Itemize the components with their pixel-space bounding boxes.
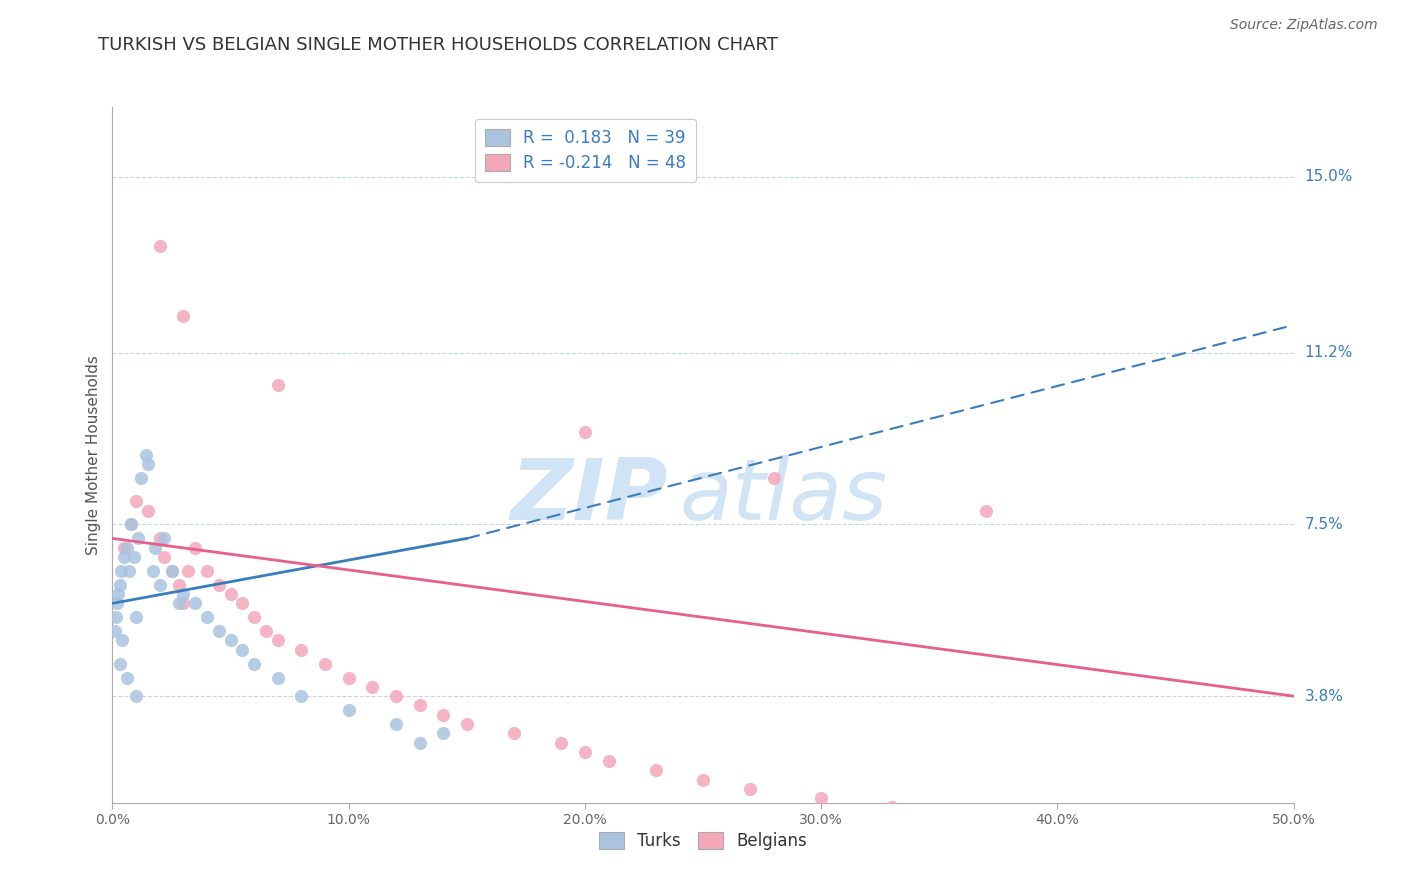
Point: [112, 541, 135, 555]
Point: [598, 754, 620, 768]
Point: [111, 633, 134, 648]
Point: [142, 564, 165, 578]
Point: [243, 610, 266, 624]
Point: [125, 689, 148, 703]
Text: 3.8%: 3.8%: [1305, 689, 1344, 704]
Point: [149, 532, 172, 546]
Point: [153, 549, 176, 564]
Point: [1258, 851, 1281, 865]
Point: [120, 517, 142, 532]
Text: 15.0%: 15.0%: [1305, 169, 1353, 184]
Point: [254, 624, 277, 639]
Point: [1116, 838, 1139, 852]
Point: [408, 735, 430, 749]
Point: [231, 596, 253, 610]
Point: [314, 657, 336, 671]
Point: [136, 503, 159, 517]
Y-axis label: Single Mother Households: Single Mother Households: [86, 355, 101, 555]
Point: [1212, 847, 1234, 861]
Point: [195, 564, 218, 578]
Point: [107, 587, 129, 601]
Point: [172, 309, 194, 323]
Point: [976, 819, 998, 833]
Point: [167, 596, 190, 610]
Point: [208, 578, 231, 592]
Point: [160, 564, 183, 578]
Point: [976, 503, 998, 517]
Point: [153, 532, 176, 546]
Legend: Turks, Belgians: Turks, Belgians: [592, 826, 814, 857]
Point: [456, 717, 478, 731]
Point: [267, 633, 290, 648]
Point: [118, 564, 141, 578]
Point: [740, 781, 762, 796]
Point: [550, 735, 572, 749]
Point: [136, 457, 159, 471]
Point: [120, 517, 142, 532]
Point: [1046, 828, 1069, 842]
Point: [290, 689, 312, 703]
Point: [108, 578, 131, 592]
Point: [105, 610, 128, 624]
Point: [184, 541, 207, 555]
Point: [219, 633, 242, 648]
Point: [243, 657, 266, 671]
Point: [432, 726, 454, 740]
Point: [177, 564, 200, 578]
Point: [692, 772, 714, 787]
Text: 7.5%: 7.5%: [1305, 517, 1343, 532]
Point: [112, 549, 135, 564]
Point: [928, 810, 950, 824]
Point: [122, 549, 145, 564]
Point: [290, 642, 312, 657]
Point: [880, 800, 903, 814]
Point: [149, 239, 172, 253]
Point: [385, 717, 408, 731]
Point: [195, 610, 218, 624]
Text: atlas: atlas: [679, 455, 887, 538]
Text: 11.2%: 11.2%: [1305, 345, 1353, 360]
Point: [644, 764, 666, 778]
Point: [208, 624, 231, 639]
Point: [337, 703, 360, 717]
Point: [160, 564, 183, 578]
Point: [149, 578, 172, 592]
Point: [167, 578, 190, 592]
Point: [127, 532, 149, 546]
Point: [110, 564, 132, 578]
Point: [810, 791, 832, 805]
Point: [108, 657, 131, 671]
Text: ZIP: ZIP: [510, 455, 668, 538]
Point: [143, 541, 166, 555]
Point: [125, 610, 148, 624]
Text: TURKISH VS BELGIAN SINGLE MOTHER HOUSEHOLDS CORRELATION CHART: TURKISH VS BELGIAN SINGLE MOTHER HOUSEHO…: [98, 36, 779, 54]
Point: [574, 745, 596, 759]
Point: [337, 671, 360, 685]
Point: [135, 448, 157, 462]
Point: [172, 587, 194, 601]
Point: [104, 624, 127, 639]
Point: [361, 680, 384, 694]
Point: [385, 689, 408, 703]
Point: [231, 642, 253, 657]
Point: [219, 587, 242, 601]
Point: [267, 378, 290, 392]
Point: [574, 425, 596, 439]
Point: [762, 471, 785, 485]
Point: [408, 698, 430, 713]
Point: [172, 596, 194, 610]
Point: [115, 541, 138, 555]
Point: [115, 671, 138, 685]
Point: [267, 671, 290, 685]
Point: [1164, 842, 1187, 856]
Point: [503, 726, 526, 740]
Point: [129, 471, 152, 485]
Text: Source: ZipAtlas.com: Source: ZipAtlas.com: [1230, 18, 1378, 32]
Point: [105, 596, 128, 610]
Point: [432, 707, 454, 722]
Point: [184, 596, 207, 610]
Point: [125, 494, 148, 508]
